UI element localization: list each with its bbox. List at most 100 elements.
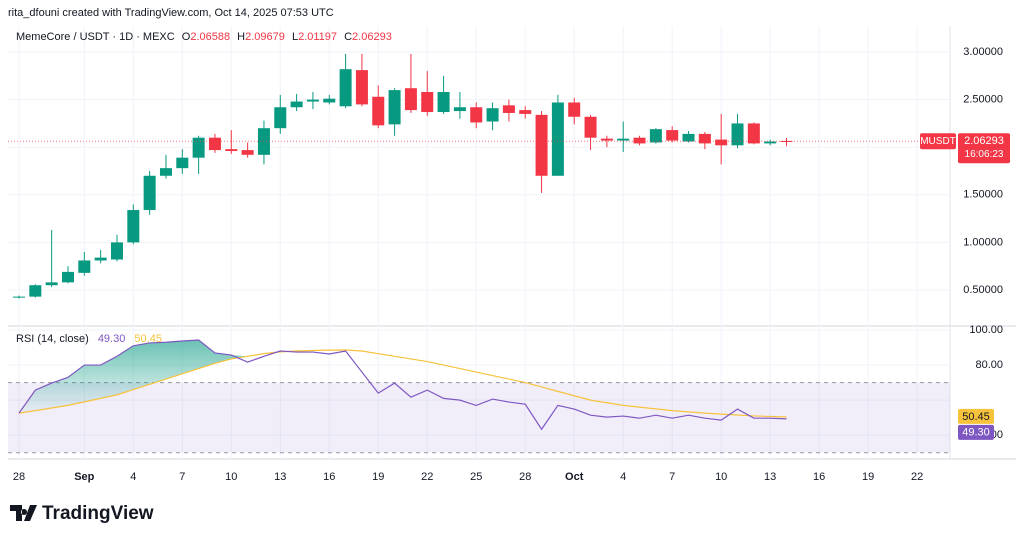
rsi-tick-label: 100.00 — [969, 324, 1003, 336]
candle-body — [388, 90, 401, 125]
candle-body — [519, 110, 532, 114]
ohlc-label: O — [182, 31, 191, 43]
x-tick-label: 13 — [764, 471, 776, 483]
candle-body — [470, 107, 483, 123]
candle-body — [404, 88, 417, 111]
rsi-ma-tag-text: 50.45 — [962, 411, 990, 423]
ohlc-value: 2.01197 — [298, 31, 337, 43]
x-tick-label: 4 — [620, 471, 626, 483]
candle-body — [192, 137, 205, 158]
y-tick-label: 0.50000 — [963, 284, 1003, 296]
rsi-ma-value: 50.45 — [134, 333, 162, 345]
ohlc-value: 2.09679 — [245, 31, 285, 43]
candle-body — [437, 92, 450, 113]
candle-body — [731, 123, 744, 146]
rsi-fill — [19, 339, 362, 414]
price-tag-countdown: 16:06:23 — [965, 149, 1004, 160]
x-tick-label: 25 — [470, 471, 482, 483]
candle-body — [372, 96, 385, 126]
watermark: rita_dfouni created with TradingView.com… — [8, 7, 334, 19]
candle-body — [551, 102, 564, 176]
rsi-ma-tag — [958, 408, 994, 424]
candle-body — [764, 141, 777, 144]
x-tick-label: 10 — [225, 471, 237, 483]
rsi-tick-label: 80.00 — [975, 359, 1003, 371]
candles — [13, 53, 793, 299]
x-tick-label: 4 — [130, 471, 136, 483]
rsi-pane — [8, 339, 950, 454]
candle-body — [715, 139, 728, 146]
candle-body — [225, 149, 238, 152]
candle-body — [159, 168, 172, 176]
candle-body — [649, 129, 662, 143]
x-tick-label: 7 — [179, 471, 185, 483]
candle-body — [421, 92, 434, 113]
candle-body — [208, 137, 221, 151]
candle-body — [29, 285, 42, 297]
ohlc-label: L — [292, 31, 298, 43]
rsi-header: RSI (14, close) 49.30 50.45 — [16, 333, 162, 345]
candle-body — [127, 210, 140, 243]
rsi-title: RSI (14, close) — [16, 333, 89, 345]
x-tick-label: 16 — [323, 471, 335, 483]
ohlc-value: 2.06588 — [190, 31, 230, 43]
candle-body — [584, 116, 597, 138]
candle-body — [290, 101, 303, 108]
rsi-band — [8, 382, 950, 453]
x-tick-label: 22 — [911, 471, 923, 483]
ohlc-label: C — [344, 31, 352, 43]
candle-body — [486, 108, 499, 122]
rsi-tag-text: 49.30 — [962, 426, 990, 438]
symbol-title: MemeCore / USDT · 1D · MEXC — [16, 31, 175, 43]
rsi-ma-line — [18, 349, 787, 418]
candle-body — [502, 105, 515, 113]
logo-text: TradingView — [42, 503, 154, 524]
rsi-line — [18, 339, 787, 431]
candle-body — [682, 133, 695, 142]
candle-body — [339, 69, 352, 107]
x-tick-label: 13 — [274, 471, 286, 483]
candle-body — [355, 70, 368, 105]
x-tick-label: 22 — [421, 471, 433, 483]
x-tick-label: 10 — [715, 471, 727, 483]
candle-body — [747, 123, 760, 144]
candle-body — [13, 296, 25, 298]
logo-icon — [10, 505, 37, 521]
candle-body — [698, 133, 711, 144]
x-tick-label: Sep — [74, 471, 94, 483]
rsi-tag — [958, 424, 994, 440]
x-tick-label: 19 — [372, 471, 384, 483]
symbol-tag-text: MUSDT — [920, 136, 956, 147]
ohlc-value: 2.06293 — [352, 31, 392, 43]
candle-body — [666, 130, 679, 141]
candle-body — [780, 140, 793, 142]
y-tick-label: 3.00000 — [963, 46, 1003, 58]
candle-body — [306, 99, 319, 102]
candle-body — [617, 138, 630, 141]
candle-body — [535, 114, 548, 176]
candle-body — [143, 175, 156, 211]
candle-body — [78, 260, 91, 273]
x-tick-label: 7 — [669, 471, 675, 483]
y-tick-label: 2.50000 — [963, 94, 1003, 106]
candle-body — [633, 137, 646, 144]
candle-body — [568, 102, 581, 117]
x-tick-label: 28 — [519, 471, 531, 483]
logo: TradingView — [10, 503, 154, 524]
ohlc-label: H — [237, 31, 245, 43]
candle-body — [45, 282, 58, 286]
rsi-value: 49.30 — [98, 333, 126, 345]
candle-body — [274, 107, 287, 129]
x-tick-label: Oct — [565, 471, 584, 483]
candle-body — [453, 107, 466, 112]
labels: 0.50000 1.00000 1.50000 2.50000 3.00000 100.0… — [8, 46, 1010, 483]
price-tag — [958, 133, 1010, 164]
candle-body — [94, 257, 107, 261]
candle-body — [323, 98, 336, 103]
header: MemeCore / USDT · 1D · MEXC O2.06588 H2.… — [16, 31, 392, 43]
candle-body — [61, 271, 74, 283]
